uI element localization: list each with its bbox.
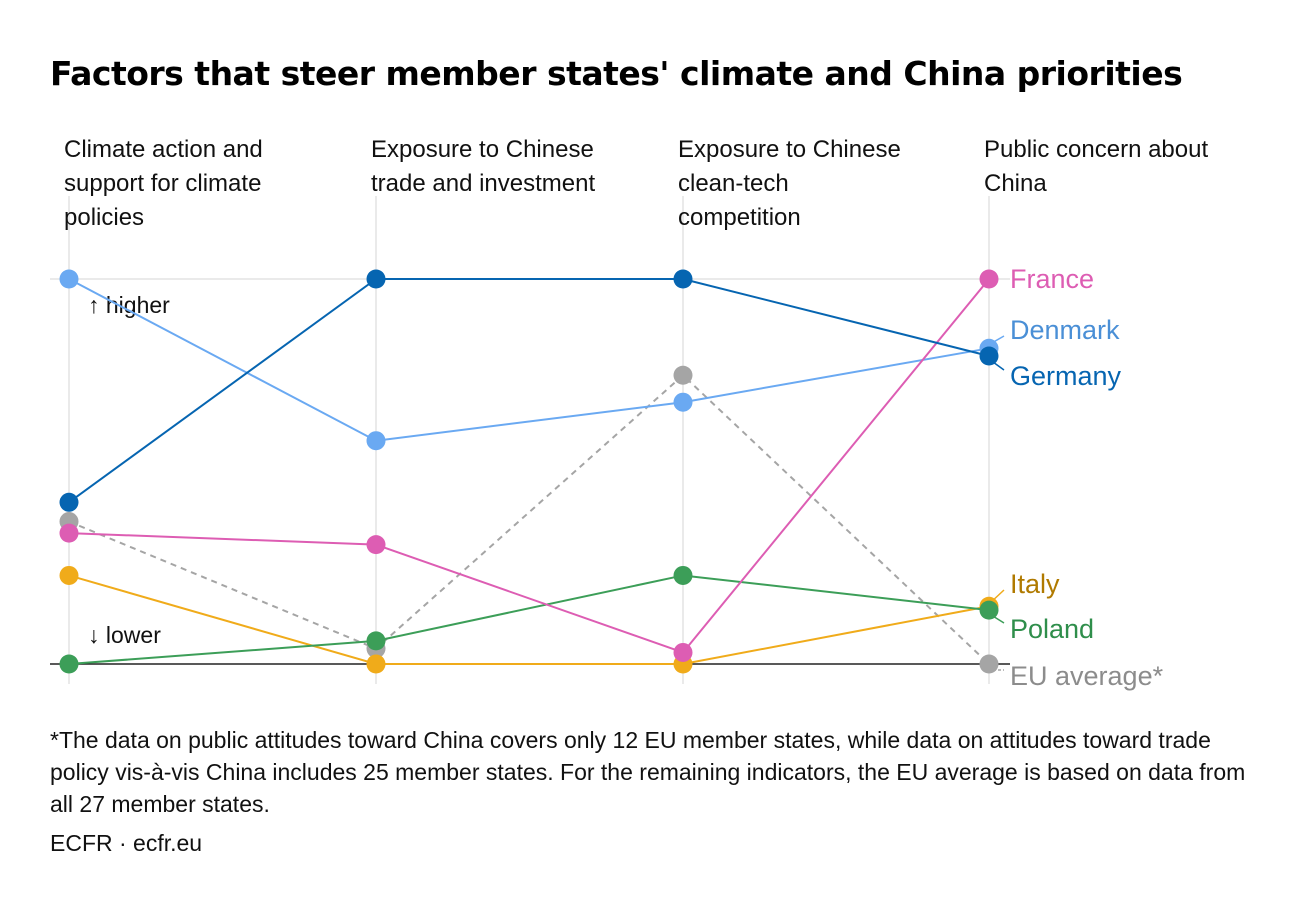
axis-label-4: Public concern about China — [984, 136, 1208, 197]
data-point-germany-2 — [366, 269, 386, 289]
axis-label-line: China — [984, 170, 1047, 197]
series-line-eu-average — [68, 373, 990, 665]
data-point-france-1 — [59, 523, 79, 543]
data-point-germany-4 — [979, 346, 999, 366]
axis-label-line: trade and investment — [371, 170, 595, 197]
series-label-france: France — [1010, 264, 1094, 294]
axis-label-1: Climate action and support for climate pol… — [64, 136, 263, 231]
data-point-poland-1 — [59, 654, 79, 674]
series-line-italy — [68, 574, 990, 665]
data-point-germany-3 — [673, 269, 693, 289]
axis-label-line: policies — [64, 204, 144, 231]
data-point-eu-average-4 — [979, 654, 999, 674]
data-point-italy-2 — [366, 654, 386, 674]
axis-label-line: clean-tech — [678, 170, 789, 197]
data-point-france-3 — [673, 642, 693, 662]
axis-label-line: Exposure to Chinese — [371, 136, 594, 163]
data-point-germany-1 — [59, 492, 79, 512]
series-line-denmark — [68, 278, 990, 442]
data-point-france-4 — [979, 269, 999, 289]
series-label-poland: Poland — [1010, 614, 1094, 644]
leader-line-denmark — [992, 335, 1005, 343]
axis-label-line: Climate action and — [64, 136, 263, 163]
series-line-poland — [68, 574, 990, 665]
leader-line-germany — [992, 361, 1005, 371]
series-line-france — [68, 278, 990, 654]
axis-label-line: competition — [678, 204, 801, 231]
footnote: *The data on public attitudes toward Chi… — [50, 727, 1246, 817]
data-point-denmark-3 — [673, 392, 693, 412]
chart-title: Factors that steer member states' climat… — [50, 54, 1183, 93]
data-point-france-2 — [366, 535, 386, 555]
data-point-poland-3 — [673, 565, 693, 585]
source-credit: ECFR · ecfr.eu — [50, 830, 203, 856]
series-line-germany — [68, 278, 990, 504]
series-label-eu-average: EU average* — [1010, 661, 1164, 691]
axis-label-3: Exposure to Chinese clean-tech competition — [678, 136, 901, 231]
series-label-germany: Germany — [1010, 361, 1122, 391]
data-point-poland-4 — [979, 600, 999, 620]
slope-chart: Climate action and support for climate pol… — [50, 136, 1208, 691]
axis-label-line: support for climate — [64, 170, 261, 197]
series-label-denmark: Denmark — [1010, 315, 1120, 345]
axis-label-line: Public concern about — [984, 136, 1208, 163]
data-point-italy-1 — [59, 565, 79, 585]
data-point-denmark-1 — [59, 269, 79, 289]
series-label-italy: Italy — [1010, 569, 1060, 599]
leader-line-poland — [992, 615, 1005, 624]
leader-line-italy — [992, 589, 1005, 601]
axis-label-line: Exposure to Chinese — [678, 136, 901, 163]
data-point-eu-average-3 — [673, 365, 693, 385]
data-point-denmark-2 — [366, 431, 386, 451]
data-point-poland-2 — [366, 631, 386, 651]
axis-label-2: Exposure to Chinese trade and investment — [371, 136, 595, 197]
lower-annotation: ↓ lower — [88, 622, 161, 648]
